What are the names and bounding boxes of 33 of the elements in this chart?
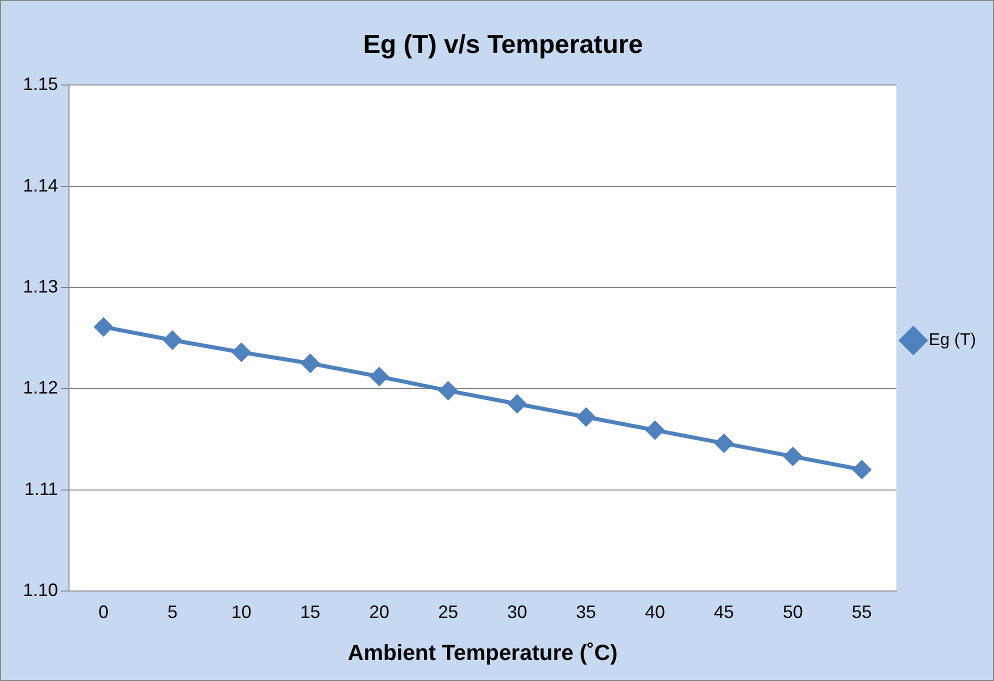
- y-tick-label: 1.12: [22, 378, 58, 398]
- x-tick-label: 40: [644, 602, 666, 622]
- x-tick-label: 0: [98, 602, 109, 622]
- point: [714, 434, 733, 452]
- x-tick-label: 10: [231, 602, 252, 622]
- x-axis-title: Ambient Temperature (˚C): [348, 640, 618, 665]
- x-tick-label: 55: [852, 602, 872, 622]
- point: [577, 408, 596, 426]
- y-tick-label: 1.15: [22, 74, 58, 94]
- y-tick-label: 1.14: [22, 175, 58, 196]
- point: [163, 331, 182, 350]
- point: [508, 394, 526, 413]
- x-tick-label: 25: [438, 602, 458, 622]
- y-tick-label: 1.10: [22, 580, 58, 600]
- point: [646, 421, 664, 440]
- x-tick-label: 30: [507, 602, 528, 622]
- point: [370, 368, 388, 386]
- x-tick-label: 5: [167, 602, 178, 622]
- legend-label: Eg (T): [928, 330, 976, 350]
- y-tick-label: 1.11: [24, 478, 58, 499]
- point: [852, 460, 871, 479]
- x-tick-label: 50: [782, 602, 803, 622]
- point: [439, 382, 458, 400]
- point: [94, 318, 112, 336]
- chart-title: Eg (T) v/s Temperature: [363, 28, 643, 59]
- x-tick-label: 35: [576, 602, 596, 622]
- point: [232, 343, 250, 362]
- point: [784, 447, 802, 466]
- x-tick-label: 45: [714, 602, 734, 622]
- x-tick-label: 15: [300, 602, 320, 622]
- point: [301, 354, 320, 372]
- y-tick-label: 1.13: [22, 276, 58, 296]
- x-tick-label: 20: [369, 602, 390, 622]
